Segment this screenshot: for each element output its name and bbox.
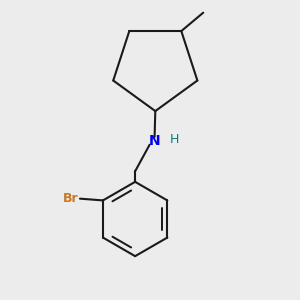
- Text: Br: Br: [63, 192, 79, 205]
- Text: H: H: [169, 133, 179, 146]
- Text: N: N: [149, 134, 161, 148]
